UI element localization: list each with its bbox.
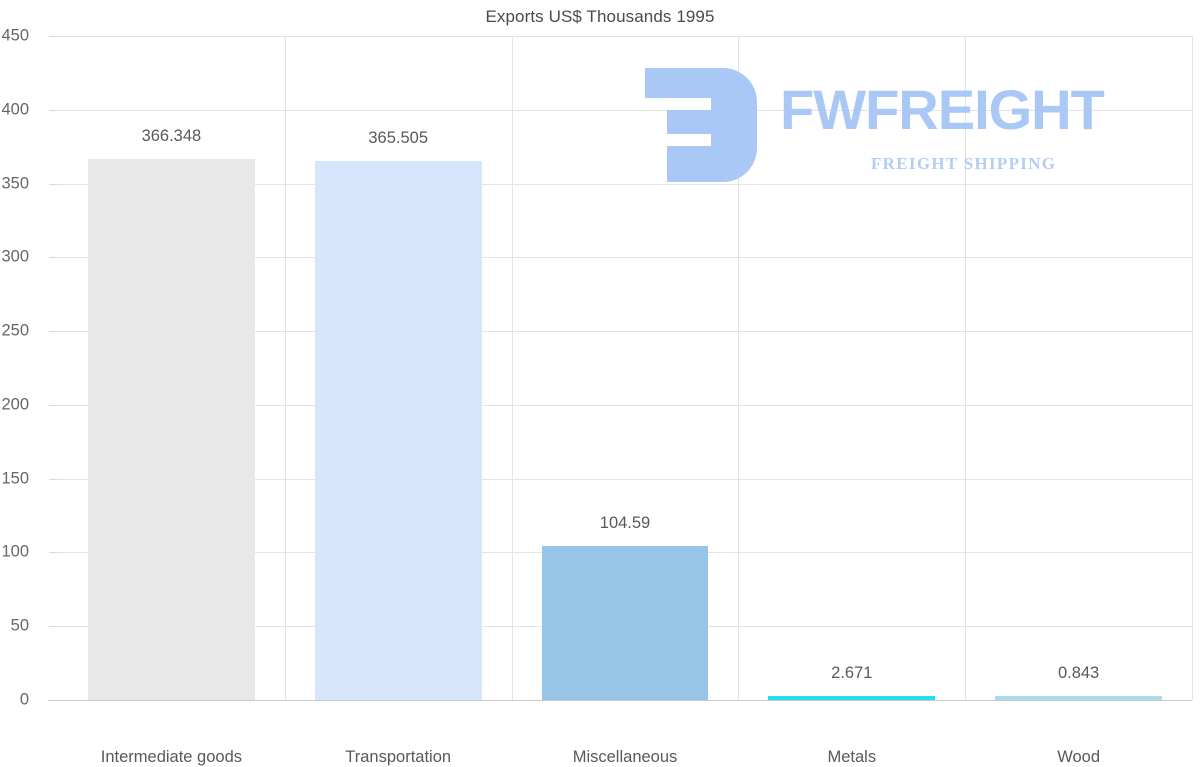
gridline-vertical <box>512 36 513 700</box>
y-axis-tick-label: 100 <box>1 542 29 561</box>
gridline-horizontal <box>58 183 1192 185</box>
chart-title: Exports US$ Thousands 1995 <box>485 7 715 26</box>
y-axis-tick-label: 200 <box>1 395 29 414</box>
plot-area: 0 50 100 150 200 250 300 350 400 450 366.348 365.5… <box>1 27 1193 766</box>
y-axis-tick-label: 300 <box>1 247 29 266</box>
gridline-vertical <box>285 36 286 700</box>
x-axis-line <box>48 700 1192 701</box>
x-axis-tick-label: Miscellaneous <box>572 748 678 766</box>
y-axis-tick-label: 150 <box>1 469 29 488</box>
bar-value-label: 0.843 <box>1057 664 1100 682</box>
bar-value-label: 366.348 <box>141 127 202 146</box>
gridline-horizontal <box>58 257 1192 259</box>
x-axis-tick-label: Transportation <box>345 748 452 766</box>
gridline-horizontal <box>58 36 1192 37</box>
y-axis-tick-mark <box>49 183 58 185</box>
bar-value-label: 2.671 <box>831 664 873 682</box>
bar[interactable] <box>768 696 936 700</box>
y-axis-tick-label: 0 <box>19 690 29 709</box>
bar[interactable] <box>314 160 482 700</box>
gridline-horizontal <box>58 404 1192 406</box>
y-axis-tick-label: 350 <box>1 174 29 193</box>
bar[interactable] <box>541 545 709 700</box>
x-axis-tick-label: Metals <box>827 748 877 766</box>
y-axis-tick-label: 50 <box>10 616 29 635</box>
gridline-vertical <box>738 36 739 700</box>
gridline-horizontal <box>58 109 1192 111</box>
gridline-vertical <box>1192 36 1193 700</box>
gridline-horizontal <box>58 331 1192 333</box>
bar[interactable] <box>995 696 1162 700</box>
y-axis-tick-mark <box>49 257 58 259</box>
y-axis-tick-mark <box>49 404 58 406</box>
y-axis-tick-mark <box>49 109 58 111</box>
y-axis-tick-mark <box>49 552 58 554</box>
gridline-horizontal <box>58 478 1192 480</box>
y-axis-tick-mark <box>49 626 58 628</box>
bar[interactable] <box>88 159 255 700</box>
y-axis-tick-label: 450 <box>1 26 29 45</box>
y-axis-tick-label: 250 <box>1 321 29 340</box>
x-axis-tick-label: Wood <box>1057 748 1100 766</box>
y-axis-tick-label: 400 <box>1 100 29 119</box>
y-axis-tick-mark <box>49 478 58 480</box>
bar-value-label: 365.505 <box>368 128 429 147</box>
x-axis-tick-label: Intermediate goods <box>100 748 243 766</box>
y-axis-tick-mark <box>49 36 58 37</box>
y-axis-tick-mark <box>49 331 58 333</box>
bar-value-label: 104.59 <box>599 513 651 532</box>
gridline-vertical <box>965 36 966 700</box>
